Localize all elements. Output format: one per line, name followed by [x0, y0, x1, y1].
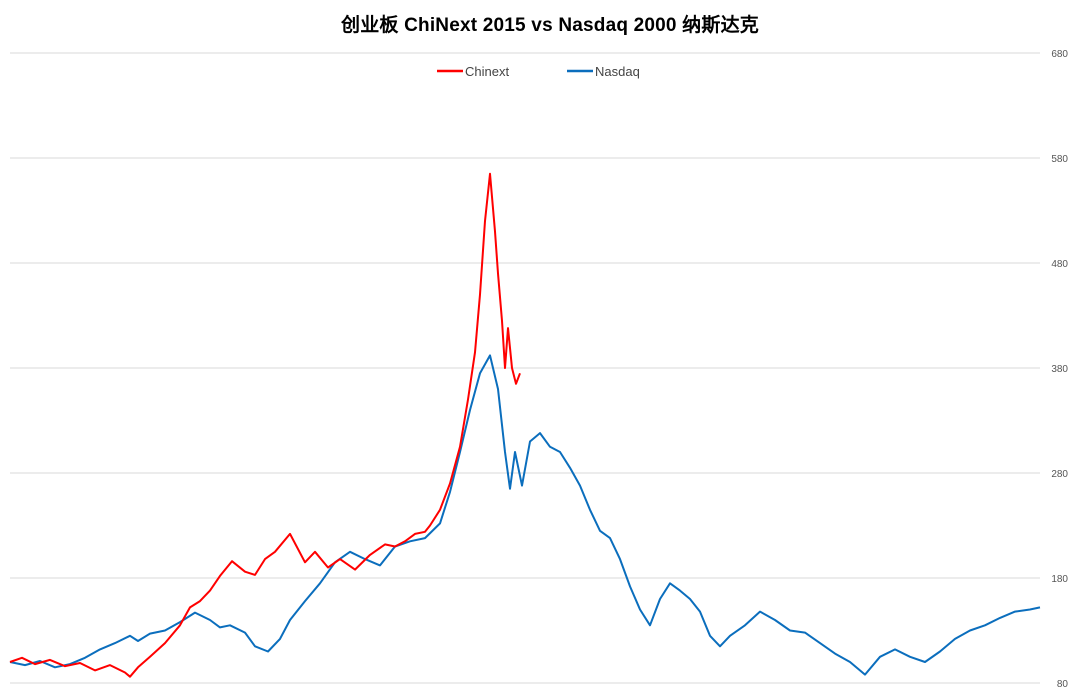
series-line-chinext — [9, 172, 521, 678]
legend-entry-chinext: Chinext — [437, 64, 509, 79]
gridlines — [10, 52, 1040, 684]
legend-entry-nasdaq: Nasdaq — [567, 64, 640, 79]
y-tick-label: 680 — [1051, 49, 1068, 60]
y-tick-label: 180 — [1051, 574, 1068, 585]
y-axis-tick-labels: 80 180 280 380 480 580 680 — [1051, 49, 1068, 690]
y-tick-label: 280 — [1051, 469, 1068, 480]
y-tick-label: 80 — [1057, 679, 1069, 690]
legend: Chinext Nasdaq — [437, 64, 640, 79]
y-tick-label: 380 — [1051, 364, 1068, 375]
legend-label: Chinext — [465, 64, 509, 79]
series-line-nasdaq — [9, 354, 1041, 676]
chart-title: 创业板 ChiNext 2015 vs Nasdaq 2000 纳斯达克 — [341, 15, 759, 36]
legend-label: Nasdaq — [595, 64, 640, 79]
y-tick-label: 580 — [1051, 154, 1068, 165]
series-lines — [9, 172, 1041, 678]
y-tick-label: 480 — [1051, 259, 1068, 270]
